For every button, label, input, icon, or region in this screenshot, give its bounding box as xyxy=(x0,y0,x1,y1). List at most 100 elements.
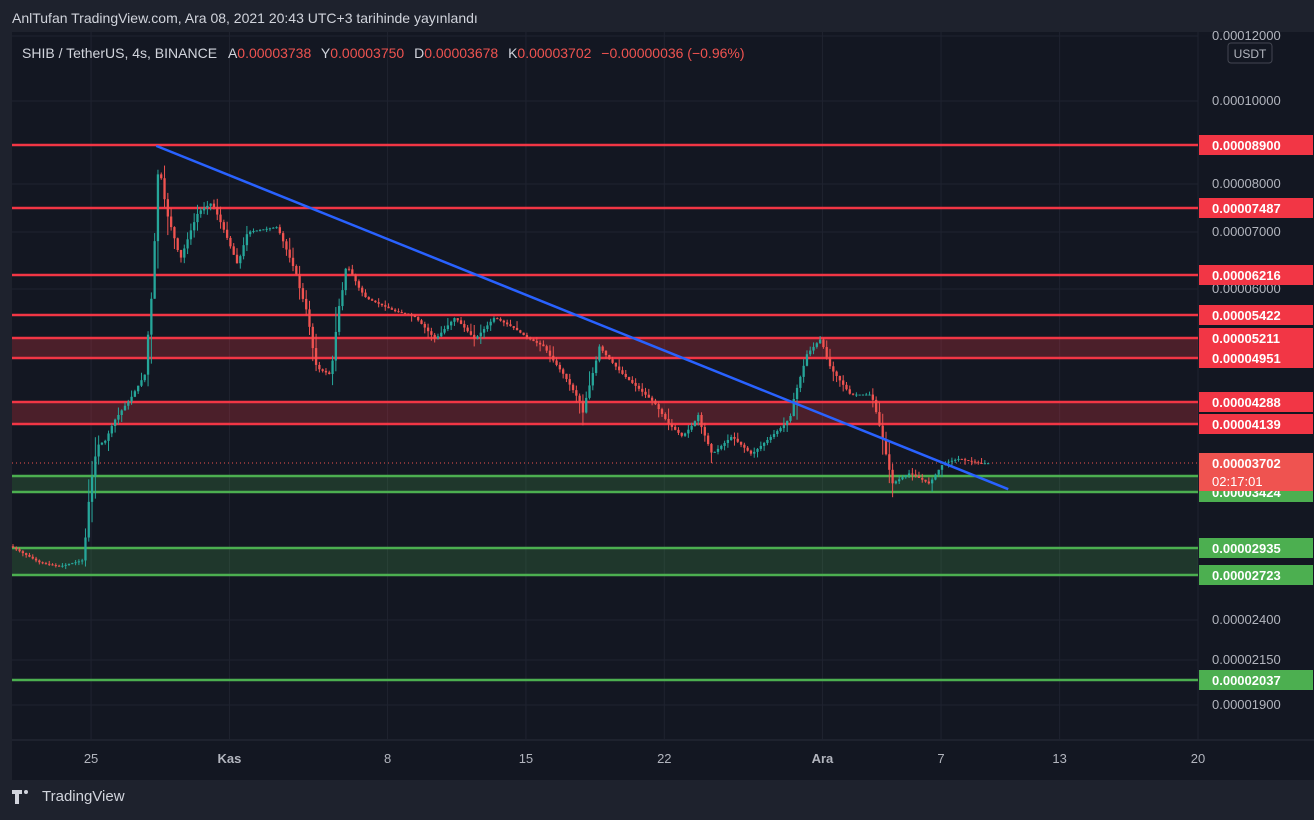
candle-body xyxy=(802,365,805,377)
candle-body xyxy=(954,459,957,461)
candle-body xyxy=(189,230,193,240)
candle-body xyxy=(848,389,851,394)
candle-body xyxy=(687,429,690,434)
candle-body xyxy=(743,444,746,448)
candle-body xyxy=(855,394,858,396)
resistance-price-tag: 0.00004951 xyxy=(1212,351,1281,366)
candle-body xyxy=(647,394,650,398)
candle-body xyxy=(736,438,739,442)
candle-body xyxy=(318,364,321,370)
candle-body xyxy=(107,433,110,441)
candle-body xyxy=(156,174,160,242)
open-label: A xyxy=(227,45,238,61)
candle-body xyxy=(84,537,87,561)
change-value: −0.00000036 (−0.96%) xyxy=(601,45,745,61)
candle-body xyxy=(502,320,506,323)
candle-body xyxy=(545,346,548,351)
candle-body xyxy=(766,439,769,443)
candle-body xyxy=(281,233,285,242)
candle-body xyxy=(469,331,473,335)
resistance-price-tag: 0.00005422 xyxy=(1212,308,1281,323)
candle-body xyxy=(818,339,822,344)
candle-body xyxy=(466,327,469,332)
candle-body xyxy=(627,377,631,380)
descending-trendline[interactable] xyxy=(155,144,1009,491)
candle-body xyxy=(473,334,476,339)
candle-body xyxy=(591,372,594,386)
candle-body xyxy=(479,332,482,337)
candle-body xyxy=(199,210,202,214)
candle-body xyxy=(443,329,446,333)
candle-body xyxy=(558,364,562,370)
candle-body xyxy=(730,437,733,440)
candle-body xyxy=(48,563,51,565)
candle-body xyxy=(314,348,318,365)
candle-body xyxy=(904,475,907,478)
candle-body xyxy=(644,391,647,395)
candle-body xyxy=(252,231,255,233)
candle-body xyxy=(397,311,400,313)
candle-body xyxy=(387,306,390,309)
candle-body xyxy=(160,174,163,179)
candle-body xyxy=(571,384,575,391)
close-label: K xyxy=(508,45,518,61)
candle-body xyxy=(535,341,538,343)
candle-body xyxy=(723,442,726,446)
candle-body xyxy=(482,329,486,333)
candle-body xyxy=(782,425,786,429)
candle-body xyxy=(311,326,314,349)
candle-body xyxy=(255,230,258,232)
candle-body xyxy=(308,309,311,327)
candle-body xyxy=(614,362,618,367)
candle-body xyxy=(911,473,914,475)
price-tick-label: 0.00008000 xyxy=(1212,176,1281,191)
price-tick-label: 0.00002150 xyxy=(1212,652,1281,667)
candle-body xyxy=(624,373,627,378)
candle-body xyxy=(21,551,25,554)
candle-body xyxy=(130,396,133,402)
candle-body xyxy=(868,394,871,396)
candle-body xyxy=(11,546,15,548)
candle-body xyxy=(924,479,927,482)
candle-body xyxy=(133,391,137,397)
candle-body xyxy=(61,565,64,567)
candle-body xyxy=(779,428,782,432)
tradingview-brand[interactable]: TradingView xyxy=(12,788,125,805)
candle-body xyxy=(703,427,706,436)
candle-body xyxy=(54,565,57,567)
candle-body xyxy=(71,563,74,565)
candle-body xyxy=(239,256,242,264)
candle-body xyxy=(232,246,235,255)
candle-body xyxy=(216,207,219,215)
candle-body xyxy=(670,423,674,427)
support-price-tag-bg xyxy=(1199,565,1313,585)
candle-body xyxy=(525,335,529,338)
price-tick-label: 0.00007000 xyxy=(1212,224,1281,239)
candle-body xyxy=(519,330,522,333)
plot-area xyxy=(12,32,1198,740)
candle-body xyxy=(832,366,835,372)
candle-body xyxy=(433,334,436,339)
candle-body xyxy=(196,213,199,223)
candle-body xyxy=(331,360,334,375)
candle-body xyxy=(716,448,720,452)
low-label: D xyxy=(414,45,425,61)
candle-body xyxy=(436,336,440,339)
support-price-tag: 0.00002935 xyxy=(1212,541,1281,556)
candle-body xyxy=(18,549,21,552)
candle-body xyxy=(746,447,749,451)
candle-body xyxy=(403,312,407,314)
candle-body xyxy=(562,369,565,374)
resistance-price-tag-bg xyxy=(1199,265,1313,285)
candle-body xyxy=(970,460,973,462)
candle-body xyxy=(341,290,344,307)
candle-body xyxy=(146,334,150,375)
candle-body xyxy=(986,463,990,465)
support-price-tag: 0.00002723 xyxy=(1212,568,1281,583)
candle-body xyxy=(28,554,31,557)
resistance-price-tag: 0.00006216 xyxy=(1212,268,1281,283)
candle-body xyxy=(983,463,987,465)
candle-body xyxy=(865,394,868,396)
candle-body xyxy=(476,336,479,339)
